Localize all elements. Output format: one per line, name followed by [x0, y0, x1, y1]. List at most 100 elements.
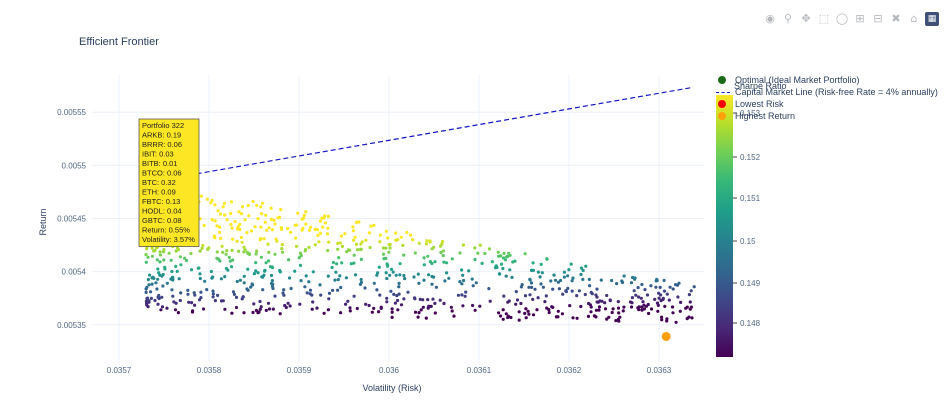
portfolio-point[interactable]: [298, 251, 302, 255]
portfolio-point[interactable]: [269, 273, 274, 278]
portfolio-point[interactable]: [256, 271, 260, 275]
portfolio-point[interactable]: [286, 226, 290, 231]
portfolio-point[interactable]: [364, 302, 368, 306]
portfolio-point[interactable]: [462, 278, 466, 283]
portfolio-point[interactable]: [238, 222, 242, 227]
portfolio-point[interactable]: [233, 219, 237, 224]
portfolio-point[interactable]: [145, 301, 149, 306]
portfolio-point[interactable]: [158, 250, 162, 254]
portfolio-point[interactable]: [433, 311, 437, 315]
portfolio-point[interactable]: [640, 282, 644, 287]
pan-icon[interactable]: ✥: [801, 12, 811, 25]
portfolio-point[interactable]: [372, 281, 376, 285]
portfolio-point[interactable]: [294, 244, 299, 248]
portfolio-point[interactable]: [240, 240, 244, 244]
portfolio-point[interactable]: [185, 258, 189, 263]
portfolio-point[interactable]: [230, 248, 234, 252]
portfolio-point[interactable]: [192, 291, 196, 295]
portfolio-point[interactable]: [175, 269, 179, 273]
portfolio-point[interactable]: [375, 288, 379, 292]
portfolio-point[interactable]: [586, 314, 591, 318]
portfolio-point[interactable]: [293, 269, 297, 273]
portfolio-point[interactable]: [536, 270, 541, 274]
portfolio-point[interactable]: [218, 259, 222, 263]
portfolio-point[interactable]: [259, 212, 264, 216]
portfolio-point[interactable]: [551, 287, 555, 291]
portfolio-point[interactable]: [388, 246, 392, 250]
portfolio-point[interactable]: [418, 297, 422, 301]
portfolio-point[interactable]: [305, 291, 309, 295]
portfolio-point[interactable]: [401, 243, 405, 247]
portfolio-point[interactable]: [657, 291, 661, 295]
portfolio-point[interactable]: [577, 289, 582, 293]
portfolio-point[interactable]: [658, 285, 662, 289]
portfolio-point[interactable]: [411, 238, 415, 242]
portfolio-point[interactable]: [497, 311, 501, 315]
portfolio-point[interactable]: [543, 300, 547, 304]
portfolio-point[interactable]: [378, 233, 382, 237]
portfolio-point[interactable]: [316, 233, 320, 237]
portfolio-point[interactable]: [597, 308, 601, 312]
portfolio-point[interactable]: [675, 283, 680, 287]
portfolio-point[interactable]: [300, 217, 304, 221]
portfolio-point[interactable]: [618, 315, 622, 319]
portfolio-point[interactable]: [144, 252, 148, 257]
portfolio-point[interactable]: [243, 218, 247, 222]
portfolio-point[interactable]: [450, 309, 454, 313]
portfolio-point[interactable]: [147, 300, 151, 304]
portfolio-point[interactable]: [261, 288, 265, 292]
portfolio-point[interactable]: [288, 276, 292, 280]
portfolio-point[interactable]: [655, 279, 659, 283]
autoscale-icon[interactable]: ✖: [891, 12, 901, 25]
portfolio-point[interactable]: [211, 289, 215, 293]
portfolio-point[interactable]: [230, 226, 234, 230]
portfolio-point[interactable]: [524, 316, 528, 320]
portfolio-point[interactable]: [354, 242, 358, 246]
portfolio-point[interactable]: [200, 246, 204, 250]
portfolio-point[interactable]: [232, 292, 236, 296]
portfolio-point[interactable]: [471, 303, 475, 308]
portfolio-point[interactable]: [670, 305, 675, 309]
portfolio-point[interactable]: [424, 242, 429, 246]
portfolio-point[interactable]: [397, 281, 401, 285]
portfolio-point[interactable]: [189, 252, 193, 256]
portfolio-point[interactable]: [315, 306, 319, 310]
portfolio-point[interactable]: [559, 278, 563, 283]
portfolio-point[interactable]: [674, 320, 678, 324]
portfolio-point[interactable]: [238, 278, 242, 282]
portfolio-point[interactable]: [495, 265, 499, 270]
portfolio-point[interactable]: [616, 306, 621, 310]
portfolio-point[interactable]: [158, 260, 162, 264]
portfolio-point[interactable]: [538, 275, 542, 279]
portfolio-point[interactable]: [412, 296, 417, 300]
portfolio-point[interactable]: [642, 303, 646, 307]
portfolio-point[interactable]: [190, 310, 195, 314]
portfolio-point[interactable]: [554, 315, 559, 319]
portfolio-point[interactable]: [605, 317, 609, 321]
portfolio-point[interactable]: [511, 260, 515, 264]
portfolio-point[interactable]: [231, 258, 235, 262]
portfolio-point[interactable]: [447, 276, 451, 280]
portfolio-point[interactable]: [621, 309, 625, 313]
portfolio-point[interactable]: [252, 272, 256, 276]
legend-item-highest-return[interactable]: Highest Return: [716, 110, 938, 122]
portfolio-point[interactable]: [274, 237, 278, 241]
portfolio-point[interactable]: [397, 285, 401, 289]
portfolio-point[interactable]: [611, 307, 615, 311]
portfolio-point[interactable]: [175, 246, 180, 250]
portfolio-point[interactable]: [160, 295, 164, 299]
portfolio-point[interactable]: [322, 311, 326, 315]
portfolio-point[interactable]: [258, 238, 262, 242]
portfolio-point[interactable]: [596, 300, 600, 304]
portfolio-point[interactable]: [356, 248, 360, 252]
portfolio-point[interactable]: [487, 287, 491, 291]
portfolio-point[interactable]: [597, 305, 602, 309]
portfolio-point[interactable]: [278, 312, 282, 316]
portfolio-point[interactable]: [339, 285, 343, 290]
portfolio-point[interactable]: [655, 301, 660, 305]
portfolio-point[interactable]: [506, 315, 510, 320]
portfolio-point[interactable]: [190, 301, 194, 305]
portfolio-point[interactable]: [173, 308, 178, 312]
portfolio-point[interactable]: [149, 296, 153, 300]
portfolio-point[interactable]: [217, 230, 222, 234]
